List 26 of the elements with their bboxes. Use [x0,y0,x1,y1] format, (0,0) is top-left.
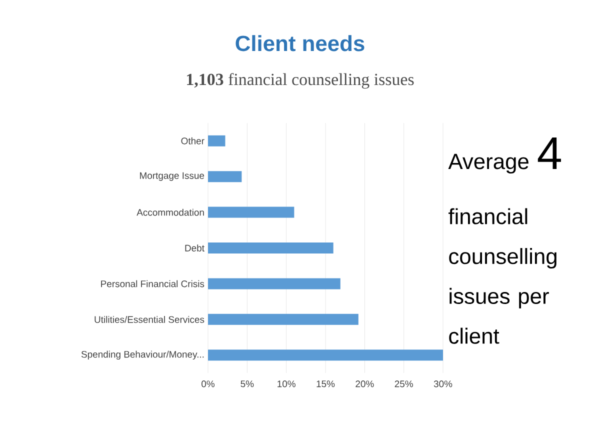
x-tick-label: 30% [434,380,452,388]
bar [208,171,242,182]
bar [208,278,340,290]
x-tick-label: 15% [316,380,335,388]
x-tick-label: 5% [240,380,254,388]
text: financial counselling issues per client [448,208,556,344]
y-tick-label: Utilities/Essential Services [94,316,204,323]
y-tick-label: Debt [185,244,204,252]
x-tick-label: 25% [394,380,413,388]
y-tick-label: Mortgage Issue [140,172,204,181]
x-tick-label: 20% [356,380,374,388]
y-tick-label: Spending Behaviour/Money... [81,350,204,360]
chart-title: Client needs [236,35,364,52]
y-tick-label: Accommodation [136,208,204,216]
chart-subtitle: 1,103 financial counselling issues [187,73,414,89]
y-tick-label: Other [181,137,204,144]
bar [208,350,444,361]
bar [208,242,334,254]
bar [208,206,294,218]
bar [208,135,226,146]
bar [208,314,358,325]
x-tick-label: 0% [202,380,215,388]
text: Average [448,154,528,174]
x-tick-label: 10% [278,380,296,388]
text: 4 [538,137,561,169]
y-tick-label: Personal Financial Crisis [101,280,204,288]
